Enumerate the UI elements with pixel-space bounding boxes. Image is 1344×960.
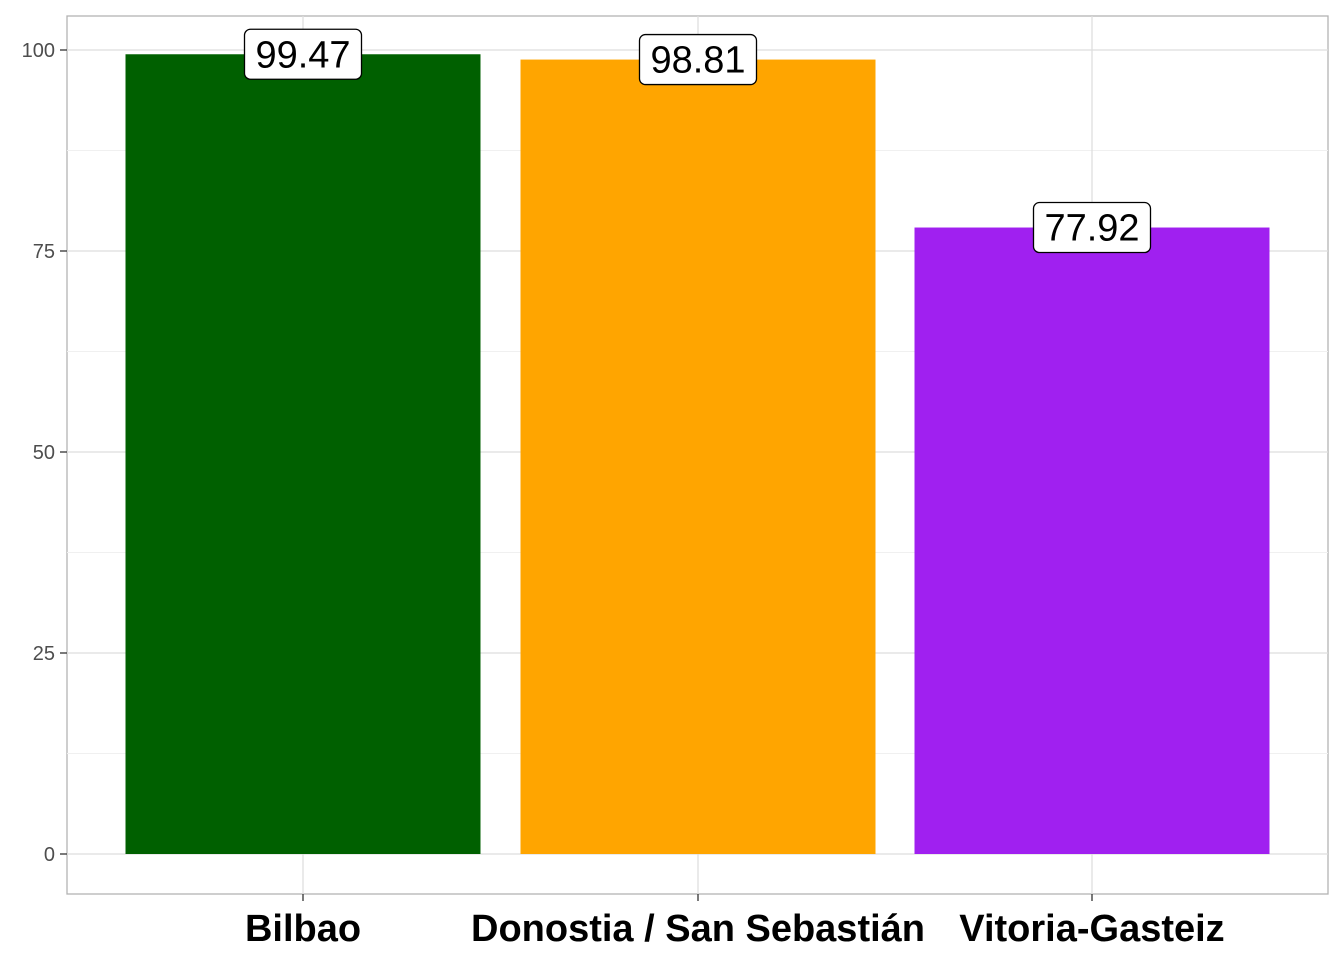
bar-vitoria-gasteiz xyxy=(914,227,1270,854)
data-label: 98.81 xyxy=(638,33,758,86)
data-label-text: 99.47 xyxy=(255,34,350,76)
x-category-label: Donostia / San Sebastián xyxy=(471,908,925,950)
data-label-text: 98.81 xyxy=(650,40,745,82)
data-label-layer: 99.47 98.81 77.92 xyxy=(243,28,1152,254)
bar-layer xyxy=(125,54,1270,854)
bar-donostia-san-sebasti-n xyxy=(520,59,876,854)
y-tick-label: 0 xyxy=(44,844,55,866)
x-category-label: Bilbao xyxy=(245,908,361,950)
data-label: 99.47 xyxy=(243,28,363,80)
data-label-text: 77.92 xyxy=(1044,208,1139,250)
data-label-box xyxy=(638,33,758,86)
y-tick-label: 100 xyxy=(22,40,55,62)
bar-bilbao xyxy=(125,54,481,854)
data-label-box xyxy=(1032,201,1152,254)
data-label: 77.92 xyxy=(1032,201,1152,254)
y-tick-label: 75 xyxy=(33,241,55,263)
y-tick-label: 25 xyxy=(33,643,55,665)
data-label-box xyxy=(243,28,363,80)
x-category-label: Vitoria-Gasteiz xyxy=(959,908,1224,950)
y-tick-label: 50 xyxy=(33,442,55,464)
axis-layer: 0 25 50 75 100 Bilbao Donostia / San Sebastián… xyxy=(22,40,1225,950)
